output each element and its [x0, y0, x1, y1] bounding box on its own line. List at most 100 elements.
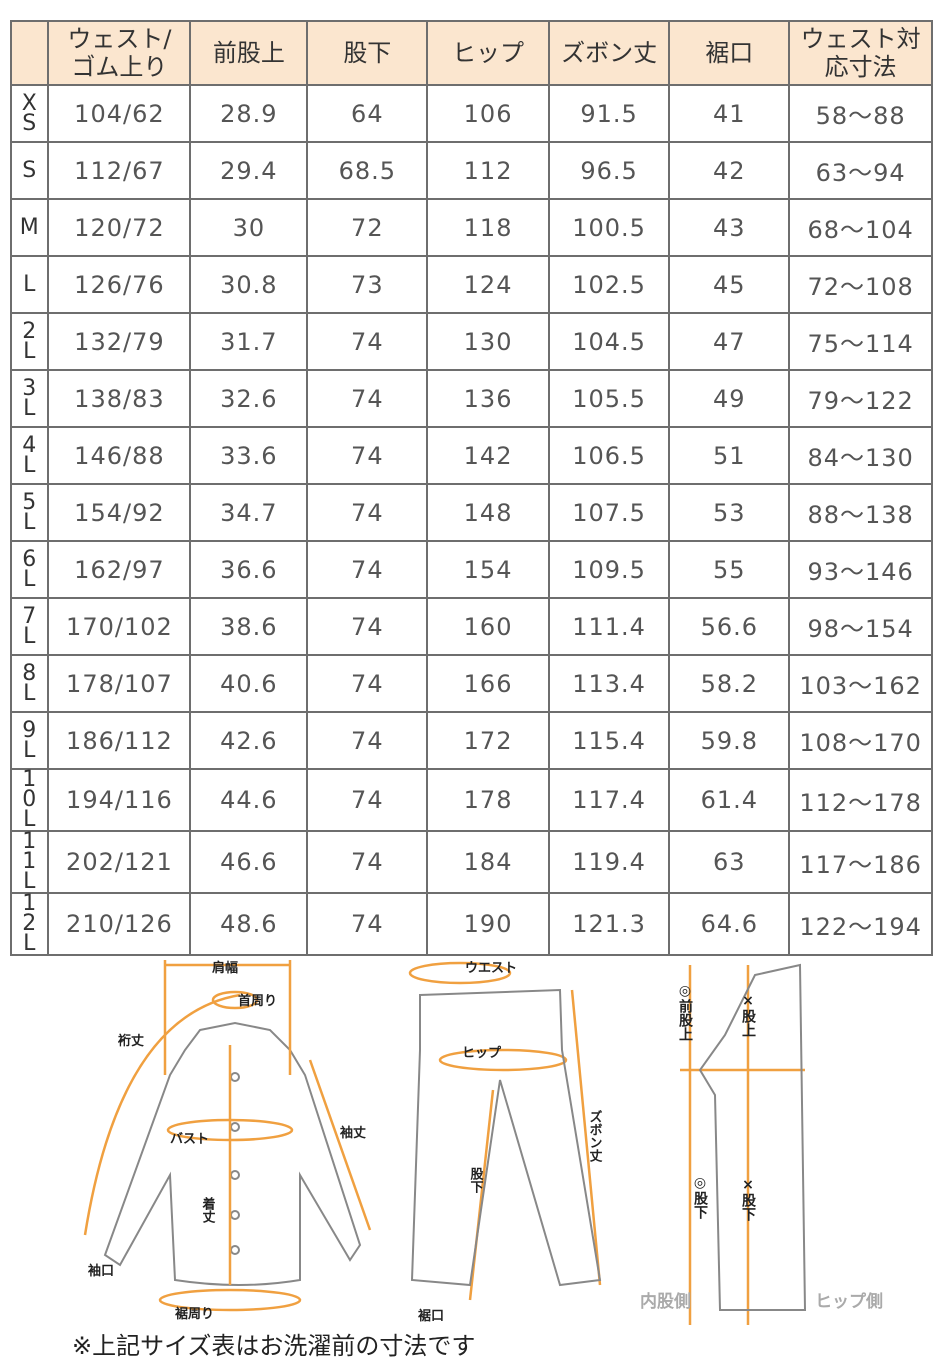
table-cell: 194/116 — [47, 768, 192, 832]
table-cell: 105.5 — [547, 369, 671, 428]
table-cell: 47 — [668, 312, 791, 371]
table-cell: 38.6 — [189, 597, 309, 656]
size-label: L — [9, 255, 50, 314]
table-cell: 73 — [306, 255, 429, 314]
size-text: S — [22, 157, 38, 183]
table-cell: 104/62 — [47, 84, 192, 143]
size-label: 10L — [9, 767, 50, 832]
table-cell: 68〜104 — [788, 198, 933, 257]
table-cell: 36.6 — [189, 540, 309, 599]
washing-note: ※上記サイズ表はお洗濯前の寸法です — [72, 1332, 476, 1360]
size-label: XS — [9, 84, 50, 143]
label-rise: ×股上 — [740, 993, 756, 1037]
table-cell: 98〜154 — [788, 597, 933, 656]
size-label: 8L — [9, 654, 50, 713]
table-row: 4L 146/88 33.6 74 142 106.5 51 84〜130 — [9, 426, 933, 485]
table-cell: 104.5 — [547, 312, 671, 371]
label-hip: ヒップ — [462, 1046, 502, 1061]
size-label: 12L — [9, 891, 50, 956]
label-pants-hem: 裾口 — [418, 1308, 444, 1324]
label-cuff: 袖口 — [88, 1263, 114, 1279]
label-hem: 裾周り — [175, 1306, 214, 1322]
table-cell: 154/92 — [47, 483, 192, 542]
table-cell: 202/121 — [47, 830, 192, 894]
size-label: 9L — [9, 711, 50, 770]
table-cell: 61.4 — [668, 768, 791, 832]
table-cell: 138/83 — [47, 369, 192, 428]
table-cell: 121.3 — [547, 892, 671, 956]
table-cell: 136 — [426, 369, 550, 428]
column-header: ウェスト/ゴム上り — [47, 20, 192, 86]
table-row: 5L 154/92 34.7 74 148 107.5 53 88〜138 — [9, 483, 933, 542]
table-row: S 112/67 29.4 68.5 112 96.5 42 63〜94 — [9, 141, 933, 200]
table-cell: 29.4 — [189, 141, 309, 200]
label-hip-side: ヒップ側 — [815, 1291, 883, 1312]
label-pants-length: ズボン丈 — [587, 1109, 603, 1163]
table-cell: 46.6 — [189, 830, 309, 894]
size-label: S — [9, 141, 50, 200]
table-cell: 178 — [426, 768, 550, 832]
pants-illustration — [410, 963, 807, 1311]
size-text: 8L — [22, 660, 38, 706]
table-cell: 172 — [426, 711, 550, 770]
table-cell: 30.8 — [189, 255, 309, 314]
size-label: M — [9, 198, 50, 257]
table-row: 11L 202/121 46.6 74 184 119.4 63 117〜186 — [9, 830, 933, 894]
label-waist: ウエスト — [465, 961, 517, 976]
size-label: 3L — [9, 369, 50, 428]
size-label: 11L — [9, 830, 50, 894]
table-row: 9L 186/112 42.6 74 172 115.4 59.8 108〜170 — [9, 711, 933, 770]
label-sleeve: 袖丈 — [340, 1125, 366, 1141]
column-header: 股下 — [306, 20, 429, 86]
table-cell: 72 — [306, 198, 429, 257]
column-header: ウェスト対 応寸法 — [788, 20, 933, 86]
table-cell: 106.5 — [547, 426, 671, 485]
table-row: L 126/76 30.8 73 124 102.5 45 72〜108 — [9, 255, 933, 314]
size-text: M — [19, 214, 40, 240]
table-cell: 118 — [426, 198, 550, 257]
table-cell: 103〜162 — [788, 654, 933, 713]
size-text: 4L — [22, 432, 38, 478]
table-cell: 117〜186 — [788, 830, 933, 894]
table-cell: 41 — [668, 84, 791, 143]
table-cell: 160 — [426, 597, 550, 656]
table-row: M 120/72 30 72 118 100.5 43 68〜104 — [9, 198, 933, 257]
table-cell: 31.7 — [189, 312, 309, 371]
size-table: ウェスト/ゴム上り 前股上 股下 ヒップ ズボン丈 裾口 ウェスト対 応寸法 XS 104/62… — [9, 20, 933, 956]
table-cell: 75〜114 — [788, 312, 933, 371]
label-length: 着丈 — [200, 1196, 217, 1224]
table-cell: 111.4 — [547, 597, 671, 656]
table-row: 7L 170/102 38.6 74 160 111.4 56.6 98〜154 — [9, 597, 933, 656]
table-cell: 55 — [668, 540, 791, 599]
table-cell: 63〜94 — [788, 141, 933, 200]
table-cell: 72〜108 — [788, 255, 933, 314]
table-cell: 28.9 — [189, 84, 309, 143]
table-cell: 49 — [668, 369, 791, 428]
table-cell: 96.5 — [547, 141, 671, 200]
size-text: 3L — [22, 375, 38, 421]
size-text: 10L — [22, 767, 38, 832]
column-header: ヒップ — [426, 20, 550, 86]
table-cell: 68.5 — [306, 141, 429, 200]
table-cell: 102.5 — [547, 255, 671, 314]
table-cell: 32.6 — [189, 369, 309, 428]
table-cell: 88〜138 — [788, 483, 933, 542]
table-cell: 44.6 — [189, 768, 309, 832]
size-text: 6L — [22, 546, 38, 592]
size-label: 6L — [9, 540, 50, 599]
table-cell: 91.5 — [547, 84, 671, 143]
size-text: L — [23, 271, 37, 297]
table-cell: 79〜122 — [788, 369, 933, 428]
size-text: 12L — [22, 891, 38, 956]
table-cell: 58〜88 — [788, 84, 933, 143]
column-header — [9, 20, 50, 86]
size-label: 7L — [9, 597, 50, 656]
label-inseam-x: ×股下 — [740, 1177, 756, 1222]
table-cell: 48.6 — [189, 892, 309, 956]
table-row: 8L 178/107 40.6 74 166 113.4 58.2 103〜162 — [9, 654, 933, 713]
table-cell: 210/126 — [47, 892, 192, 956]
table-cell: 74 — [306, 540, 429, 599]
label-yuki: 裄丈 — [117, 1033, 144, 1049]
table-cell: 74 — [306, 654, 429, 713]
column-header: 裾口 — [668, 20, 791, 86]
